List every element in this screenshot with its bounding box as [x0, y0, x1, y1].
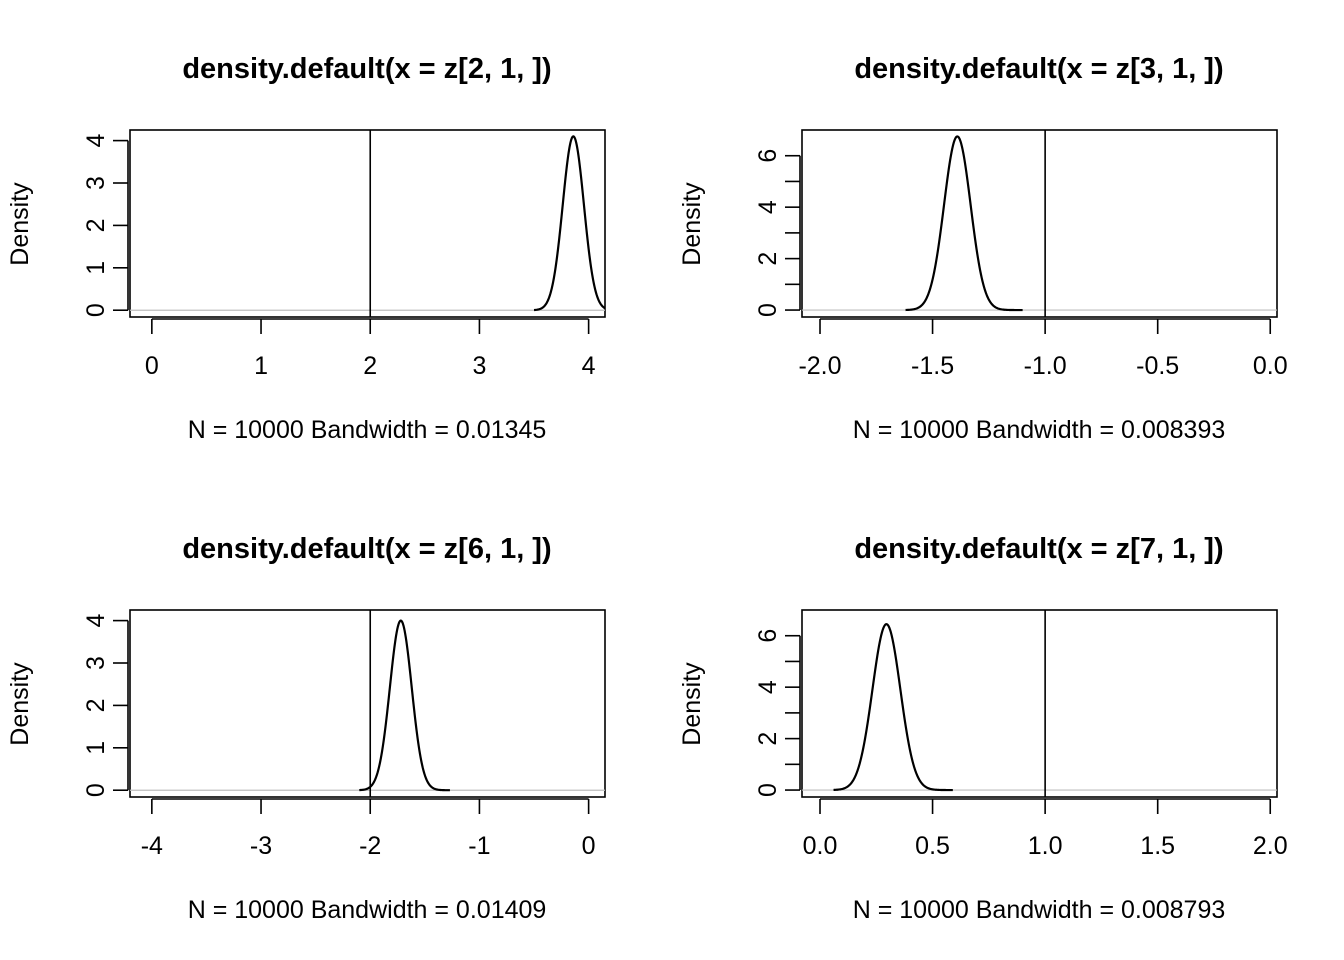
panel-title: density.default(x = z[6, 1, ]): [182, 533, 551, 565]
x-tick-label: 3: [472, 352, 486, 380]
y-tick-label: 3: [82, 656, 110, 670]
density-panel-2: density.default(x = z[3, 1, ]) -2.0 -1.5 -1…: [678, 53, 1288, 444]
x-tick-label: 0.0: [1253, 352, 1288, 380]
y-tick-label: 1: [82, 261, 110, 275]
x-tick-label: 0.0: [803, 832, 838, 860]
x-tick-label: 1: [254, 352, 268, 380]
y-tick-label: 2: [82, 698, 110, 712]
x-tick-label: -1.0: [1024, 352, 1067, 380]
density-curve: [533, 135, 606, 312]
x-tick-label: 0: [145, 352, 159, 380]
plot-frame: [801, 129, 1278, 318]
x-axis-label: N = 10000 Bandwidth = 0.01409: [188, 896, 547, 924]
x-tick-label: -1.5: [911, 352, 954, 380]
panel-title: density.default(x = z[7, 1, ]): [854, 533, 1223, 565]
density-panel-4: density.default(x = z[7, 1, ]) 0.0 0.5 1.0 1…: [678, 533, 1288, 924]
density-panel-1: density.default(x = z[2, 1, ]) 0 1 2 3 4 0 1 2 3 4…: [6, 53, 606, 444]
y-tick-label: 4: [754, 680, 782, 694]
y-tick-label: 3: [82, 176, 110, 190]
x-tick-label: -3: [250, 832, 272, 860]
x-tick-label: -2.0: [798, 352, 841, 380]
y-tick-label: 2: [754, 252, 782, 266]
density-curve: [358, 619, 451, 792]
y-axis-label: Density: [678, 662, 706, 746]
panel-title: density.default(x = z[2, 1, ]): [182, 53, 551, 85]
x-axis-label: N = 10000 Bandwidth = 0.01345: [188, 416, 547, 444]
y-tick-label: 0: [754, 303, 782, 317]
y-axis-label: Density: [6, 662, 34, 746]
plot-frame: [129, 129, 606, 318]
y-tick-label: 0: [82, 303, 110, 317]
x-tick-label: 1.5: [1140, 832, 1175, 860]
density-curve: [905, 135, 1023, 312]
x-tick-label: -0.5: [1136, 352, 1179, 380]
x-axis-label: N = 10000 Bandwidth = 0.008393: [853, 416, 1226, 444]
panel-title: density.default(x = z[3, 1, ]): [854, 53, 1223, 85]
x-tick-label: 2.0: [1253, 832, 1288, 860]
x-tick-label: 4: [582, 352, 596, 380]
plot-frame: [801, 609, 1278, 798]
y-tick-label: 4: [82, 134, 110, 148]
x-tick-label: -2: [359, 832, 381, 860]
y-tick-label: 0: [82, 783, 110, 797]
x-tick-label: -4: [141, 832, 163, 860]
y-tick-label: 1: [82, 741, 110, 755]
density-curve: [833, 623, 954, 792]
x-axis-label: N = 10000 Bandwidth = 0.008793: [853, 896, 1226, 924]
y-tick-label: 0: [754, 783, 782, 797]
x-tick-label: 1.0: [1028, 832, 1063, 860]
x-tick-label: 0.5: [915, 832, 950, 860]
y-axis-label: Density: [6, 182, 34, 266]
x-tick-label: -1: [468, 832, 490, 860]
x-tick-label: 0: [582, 832, 596, 860]
y-tick-label: 4: [82, 614, 110, 628]
y-tick-label: 4: [754, 200, 782, 214]
y-tick-label: 6: [754, 629, 782, 643]
density-panel-3: density.default(x = z[6, 1, ]) -4 -3 -2 -1 0 0…: [6, 533, 606, 924]
y-tick-label: 2: [82, 218, 110, 232]
y-axis-label: Density: [678, 182, 706, 266]
y-tick-label: 2: [754, 732, 782, 746]
y-tick-label: 6: [754, 149, 782, 163]
x-tick-label: 2: [363, 352, 377, 380]
plot-frame: [129, 609, 606, 798]
